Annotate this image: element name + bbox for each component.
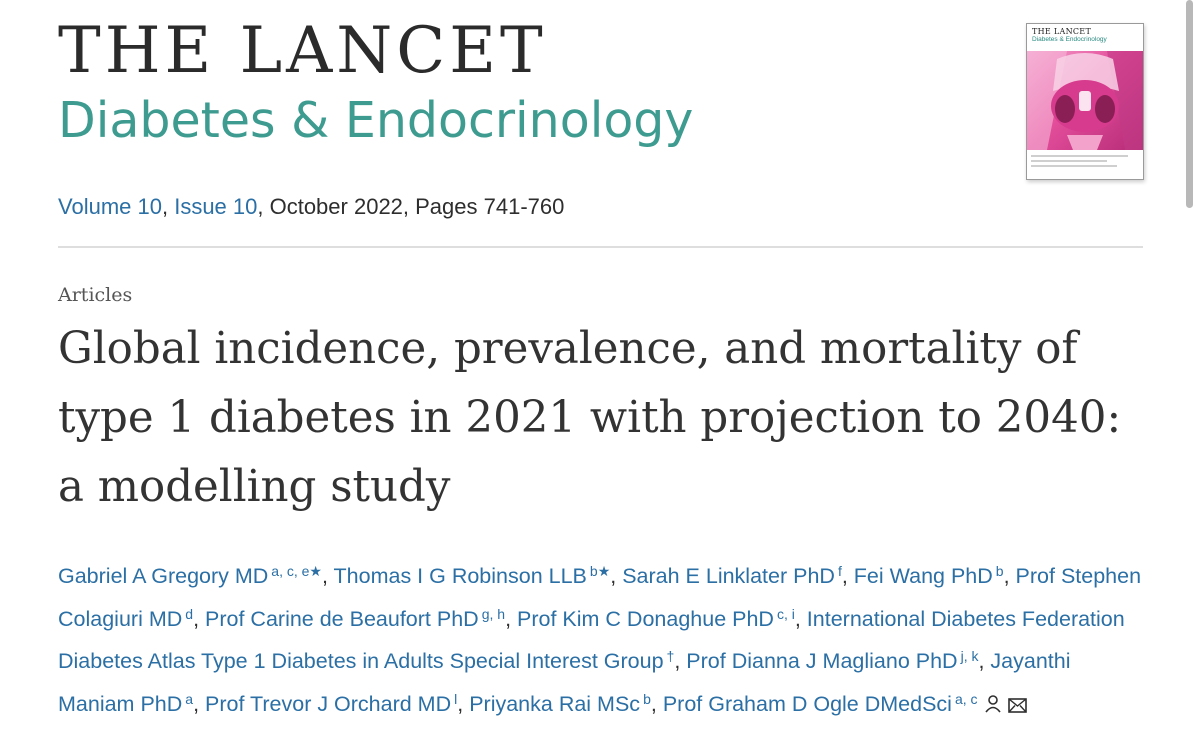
- page-scrollbar[interactable]: [1186, 0, 1193, 208]
- issue-info: Volume 10, Issue 10, October 2022, Pages…: [58, 193, 564, 221]
- author-link[interactable]: Priyanka Rai MSc b: [469, 690, 651, 716]
- author-link[interactable]: Gabriel A Gregory MD a, c, e★: [58, 563, 322, 588]
- author-separator: ,: [674, 649, 687, 673]
- journal-title: THE LANCET: [58, 14, 547, 88]
- envelope-icon[interactable]: [1007, 688, 1027, 726]
- author-separator: ,: [794, 606, 807, 631]
- author-separator: ,: [457, 691, 470, 716]
- author-separator: ,: [321, 564, 334, 588]
- journal-brand[interactable]: THE LANCET Diabetes & Endocrinology: [58, 14, 693, 152]
- author-link[interactable]: Jayanthi Maniam PhD a: [58, 649, 1071, 716]
- author-affiliation[interactable]: b: [995, 563, 1004, 579]
- article-type: Articles: [58, 284, 133, 306]
- author-affiliation[interactable]: †: [666, 648, 675, 664]
- author-name: Sarah E Linklater PhD: [622, 564, 835, 588]
- journal-cover-thumbnail[interactable]: THE LANCET Diabetes & Endocrinology: [1026, 23, 1144, 180]
- author-affiliation[interactable]: g, h: [481, 605, 506, 622]
- author-affiliation[interactable]: b★: [589, 563, 611, 579]
- author-separator: ,: [650, 691, 663, 716]
- author-name: Jayanthi Maniam PhD: [58, 649, 1071, 716]
- author-name: Gabriel A Gregory MD: [58, 564, 269, 588]
- author-name: Priyanka Rai MSc: [469, 691, 641, 716]
- author-separator: ,: [841, 564, 854, 588]
- cover-header: THE LANCET Diabetes & Endocrinology: [1027, 24, 1143, 50]
- author-link[interactable]: Prof Trevor J Orchard MD l: [205, 690, 458, 716]
- author-separator: ,: [505, 606, 518, 631]
- journal-subtitle: Diabetes & Endocrinology: [58, 92, 694, 149]
- author-name: Prof Stephen Colagiuri MD: [58, 564, 1142, 631]
- author-name: Prof Kim C Donaghue PhD: [517, 606, 774, 631]
- cover-masthead: THE LANCET: [1032, 27, 1092, 36]
- author-name: Prof Graham D Ogle DMedSci: [662, 691, 952, 716]
- author-name: Prof Dianna J Magliano PhD: [686, 649, 958, 673]
- author-affiliation[interactable]: j, k: [960, 648, 979, 664]
- issue-link[interactable]: Issue 10: [174, 194, 258, 219]
- author-affiliation[interactable]: c, i: [776, 605, 795, 622]
- author-affiliation[interactable]: a: [185, 690, 194, 707]
- author-name: Fei Wang PhD: [853, 564, 993, 588]
- author-link[interactable]: Prof Stephen Colagiuri MD d: [58, 564, 1141, 631]
- author-link[interactable]: Thomas I G Robinson LLB b★: [333, 563, 611, 588]
- author-affiliation[interactable]: a, c: [954, 690, 978, 707]
- author-separator: ,: [610, 564, 623, 588]
- author-affiliation[interactable]: f: [837, 563, 842, 579]
- author-list: Gabriel A Gregory MD a, c, e★, Thomas I G…: [58, 553, 1148, 725]
- author-name: Prof Trevor J Orchard MD: [205, 691, 452, 716]
- article-title: Global incidence, prevalence, and mortal…: [58, 324, 1122, 512]
- cover-artwork: [1027, 51, 1143, 150]
- person-icon[interactable]: [984, 688, 1002, 726]
- author-link[interactable]: International Diabetes Federation Diabet…: [58, 607, 1125, 674]
- author-separator: ,: [193, 606, 206, 631]
- author-link[interactable]: Prof Dianna J Magliano PhD j, k: [686, 648, 979, 673]
- cover-footer: [1027, 152, 1143, 179]
- author-link[interactable]: Prof Carine de Beaufort PhD g, h: [205, 605, 506, 631]
- author-name: Thomas I G Robinson LLB: [333, 564, 587, 588]
- author-link[interactable]: Fei Wang PhD b: [853, 563, 1004, 588]
- cover-subtitle: Diabetes & Endocrinology: [1032, 36, 1107, 43]
- header-divider: [58, 246, 1143, 248]
- author-separator: ,: [1003, 564, 1016, 588]
- author-affiliation[interactable]: d: [185, 605, 194, 622]
- author-separator: ,: [978, 649, 991, 673]
- author-name: Prof Carine de Beaufort PhD: [205, 606, 479, 631]
- author-name: International Diabetes Federation Diabet…: [58, 606, 1125, 674]
- author-affiliation[interactable]: l: [454, 690, 458, 707]
- author-link[interactable]: Prof Kim C Donaghue PhD c, i: [517, 605, 795, 631]
- issue-separator: ,: [161, 194, 175, 219]
- author-affiliation[interactable]: b: [643, 690, 651, 707]
- volume-link[interactable]: Volume 10: [58, 194, 162, 219]
- issue-details: , October 2022, Pages 741-760: [257, 194, 565, 219]
- author-affiliation[interactable]: a, c, e★: [271, 563, 322, 579]
- author-separator: ,: [193, 691, 206, 716]
- author-link[interactable]: Prof Graham D Ogle DMedSci a, c: [662, 690, 978, 716]
- author-link[interactable]: Sarah E Linklater PhD f: [622, 563, 842, 588]
